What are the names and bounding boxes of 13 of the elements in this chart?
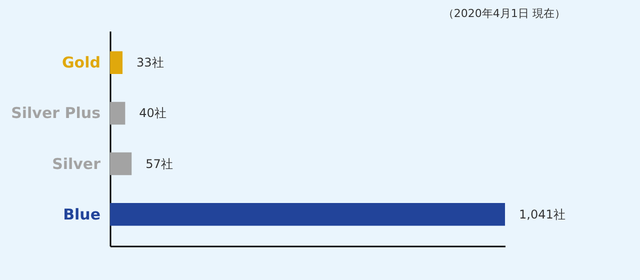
- y-tick-label: Silver Plus: [11, 104, 101, 122]
- bar: [110, 51, 123, 74]
- bar: [110, 152, 132, 176]
- bar: [110, 102, 126, 125]
- data-label: 40社: [139, 106, 166, 120]
- text: （2020年4月1日 現在）: [442, 7, 566, 20]
- data-label: 33社: [136, 56, 164, 70]
- y-tick-label: Silver: [52, 154, 102, 173]
- y-tick-label: Blue: [63, 205, 100, 224]
- data-label: 1,041社: [519, 207, 566, 222]
- data-label: 57社: [146, 156, 173, 171]
- bar: [110, 203, 505, 226]
- y-tick-label: Gold: [62, 54, 100, 72]
